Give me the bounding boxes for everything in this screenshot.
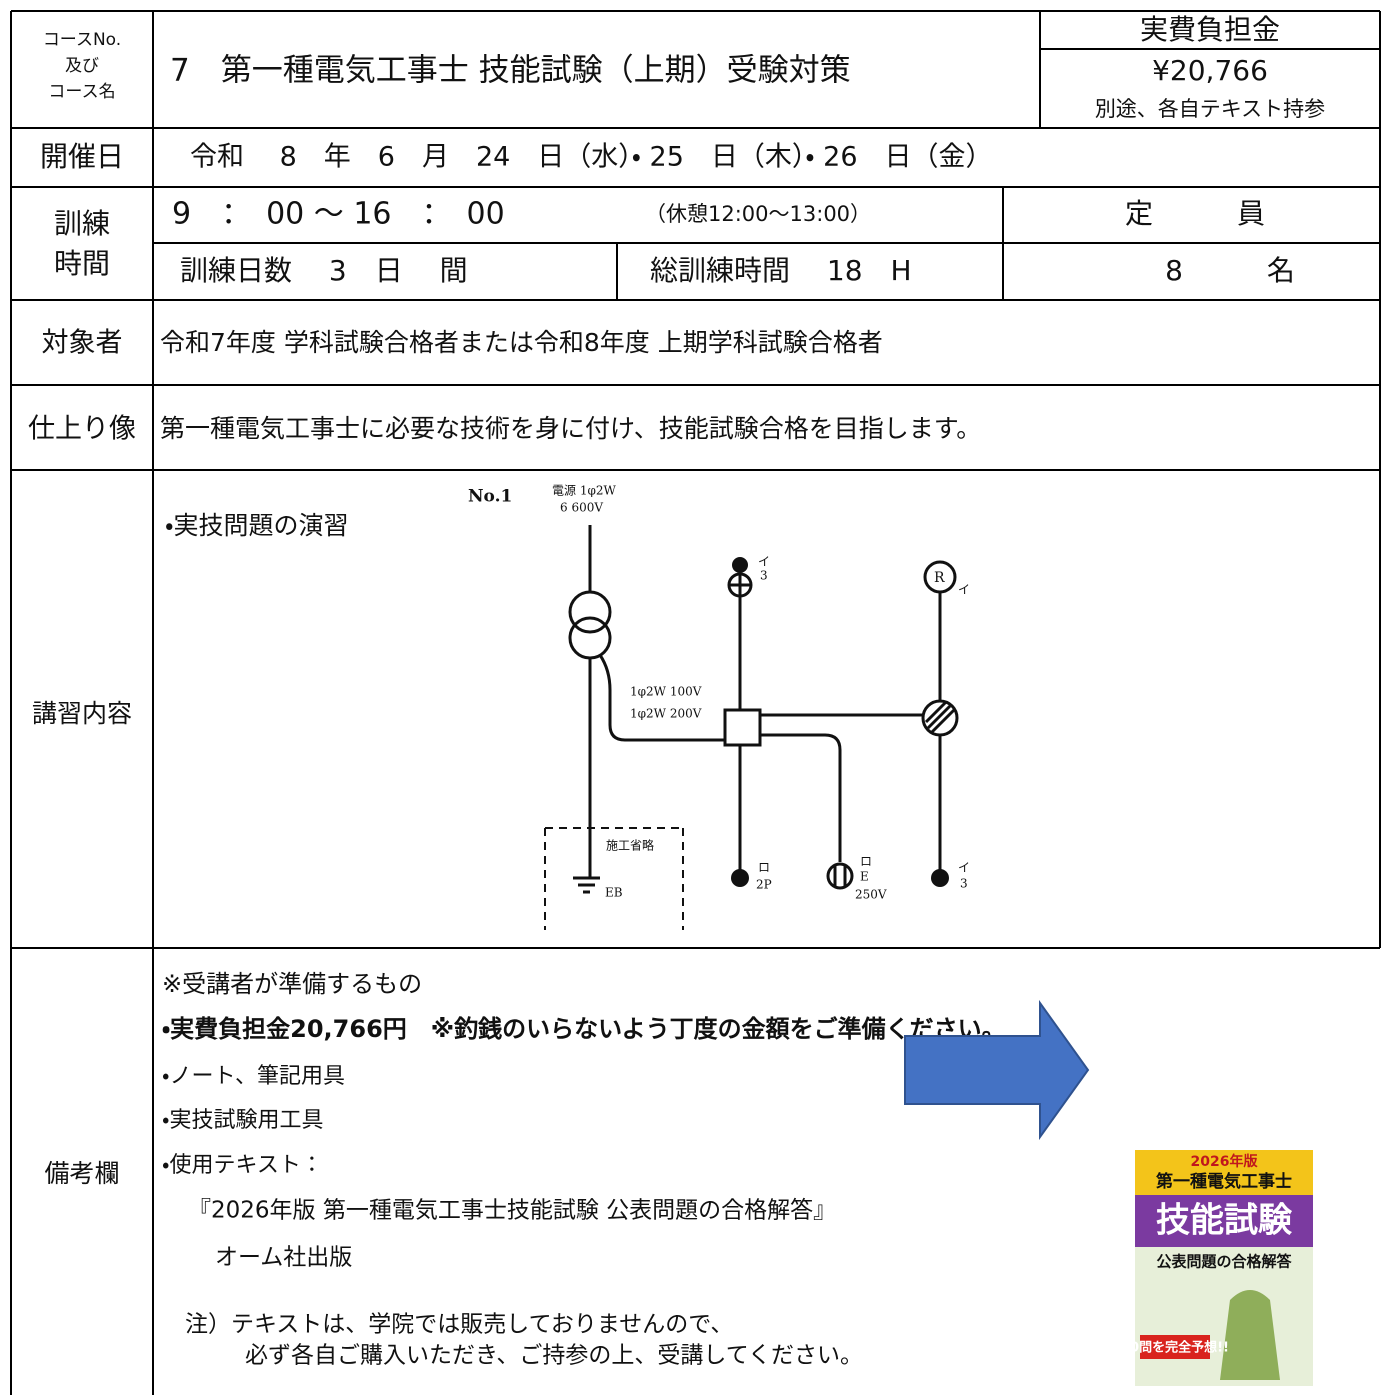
- diagram-label: 3: [960, 877, 968, 891]
- cover-text: 技能試験: [1156, 1201, 1293, 1241]
- course-label: コース名: [48, 82, 115, 102]
- arrow: [904, 999, 1090, 1141]
- diagram-label: イ: [958, 583, 970, 597]
- row-label: 時間: [54, 247, 110, 280]
- diagram-label: 施工省略: [606, 838, 654, 853]
- diagram-label: イ: [758, 555, 770, 569]
- row-label: 対象者: [42, 328, 123, 359]
- row-label: 備考欄: [44, 1159, 119, 1188]
- remarks-heading: ※受講者が準備するもの: [162, 970, 422, 998]
- book-cover: [1135, 1150, 1313, 1386]
- target: 令和7年度 学科試験合格者または令和8年度 上期学科試験合格者: [160, 328, 883, 357]
- note: 注）テキストは、学院では販売しておりませんので、: [185, 1312, 733, 1338]
- diagram-label: 電源 1φ2W: [552, 484, 616, 498]
- total-hours: 総訓練時間 18 H: [650, 254, 912, 287]
- course-title: 7 第一種電気工事士 技能試験（上期）受験対策: [170, 53, 851, 89]
- cover-text: 10問を完全予想!!: [1121, 1340, 1229, 1356]
- diagram-label: E: [860, 870, 869, 884]
- diagram-label: R: [934, 570, 945, 586]
- cover-text: 公表問題の合格解答: [1156, 1253, 1292, 1271]
- remarks-item: ・使用テキスト：: [162, 1153, 323, 1178]
- diagram-label: イ: [958, 861, 970, 875]
- row-label: 訓練: [54, 207, 110, 240]
- cover-text: 2026年版: [1191, 1153, 1259, 1170]
- table-borders: [10, 10, 1381, 1395]
- dates: 令和 8 年 6 月 24 日（水）・ 25 日（木）・ 26 日（金）: [190, 142, 993, 173]
- note: 必ず各自ご購入いただき、ご持参の上、受講してください。: [245, 1343, 863, 1369]
- days: 訓練日数 3 日 間: [180, 254, 468, 287]
- diagram-label: 1φ2W 200V: [630, 707, 702, 721]
- cost-label: 実費負担金: [1140, 13, 1280, 46]
- cost-note: 別途、各自テキスト持参: [1095, 97, 1325, 121]
- content-item: ・実技問題の演習: [165, 511, 349, 540]
- cover-text: 第一種電気工事士: [1155, 1171, 1292, 1192]
- diagram-label: 250V: [855, 888, 887, 902]
- diagram-label: 1φ2W 100V: [630, 685, 702, 699]
- book-title: 『2026年版 第一種電気工事士技能試験 公表問題の合格解答』: [188, 1198, 836, 1224]
- capacity-label: 定 員: [1125, 197, 1265, 230]
- diagram-label: 3: [760, 569, 768, 583]
- diagram-label: 2P: [756, 878, 772, 892]
- row-label: 開催日: [40, 140, 124, 173]
- wiring-diagram: [544, 525, 959, 930]
- course-label: 及び: [65, 56, 99, 76]
- diagram-label: EB: [605, 886, 623, 900]
- course-label: コースNo.: [43, 30, 121, 50]
- remarks-item: ・ノート、筆記用具: [162, 1064, 345, 1089]
- row-label: 仕上り像: [28, 414, 136, 445]
- diagram-label: 6 600V: [560, 501, 603, 515]
- diagram-label: ロ: [758, 861, 770, 875]
- diagram-label: ロ: [860, 855, 872, 869]
- break-time: （休憩12:00～13:00）: [645, 202, 871, 226]
- row-label: 講習内容: [32, 699, 132, 728]
- goal: 第一種電気工事士に必要な技術を身に付け、技能試験合格を目指します。: [160, 414, 981, 443]
- capacity: 8 名: [1165, 254, 1295, 287]
- time: 9 ： 00 ～ 16 ： 00: [172, 197, 505, 232]
- remarks-item: ・実費負担金20,766円 ※釣銭のいらないよう丁度の金額をご準備ください。: [162, 1015, 1006, 1043]
- diagram-label: No.1: [468, 487, 512, 507]
- remarks-item: ・実技試験用工具: [162, 1108, 323, 1133]
- publisher: オーム社出版: [215, 1245, 352, 1271]
- cost: ¥20,766: [1152, 54, 1268, 87]
